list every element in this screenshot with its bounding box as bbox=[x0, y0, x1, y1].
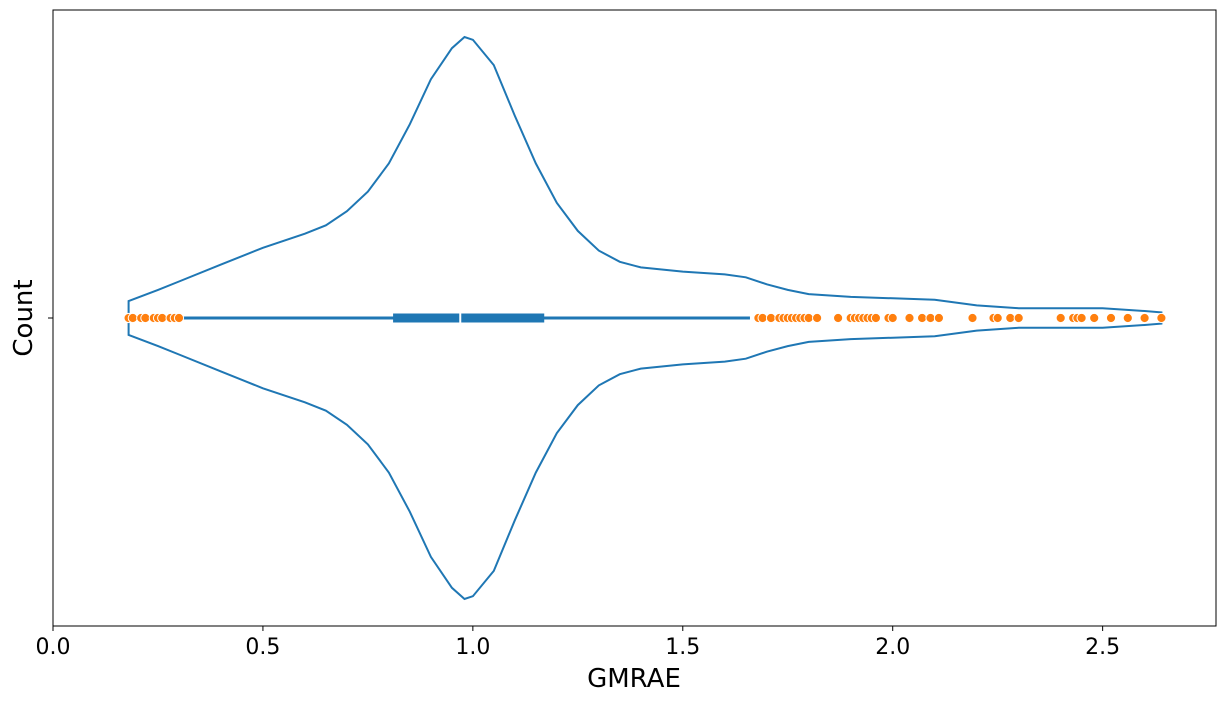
outlier-point bbox=[1055, 312, 1066, 324]
outlier-point bbox=[1076, 312, 1087, 324]
outlier-point bbox=[803, 312, 814, 324]
x-tick-label: 0.5 bbox=[245, 635, 280, 660]
outlier-points bbox=[123, 312, 1167, 324]
x-tick-label: 0.0 bbox=[36, 635, 71, 660]
outlier-point bbox=[925, 312, 936, 324]
outlier-point bbox=[833, 312, 844, 324]
outlier-point bbox=[757, 312, 768, 324]
outlier-point bbox=[140, 312, 151, 324]
outlier-point bbox=[917, 312, 928, 324]
x-tick-label: 2.0 bbox=[875, 635, 910, 660]
outlier-point bbox=[812, 312, 823, 324]
outlier-point bbox=[904, 312, 915, 324]
outlier-point bbox=[933, 312, 945, 324]
outlier-point bbox=[1139, 312, 1150, 324]
y-axis-title: Count bbox=[9, 279, 39, 356]
violin-layer bbox=[127, 35, 1163, 601]
outlier-point bbox=[127, 312, 138, 324]
violin-outline bbox=[127, 35, 1163, 601]
iqr-box bbox=[393, 313, 545, 323]
outlier-point bbox=[1089, 312, 1100, 324]
outlier-point bbox=[157, 312, 168, 324]
x-axis-title: GMRAE bbox=[587, 664, 681, 694]
outlier-point bbox=[1105, 312, 1117, 324]
x-axis-ticks: 0.0 0.5 1.0 1.5 2.0 2.5 bbox=[36, 626, 1120, 660]
outlier-point bbox=[1005, 312, 1016, 324]
outlier-point bbox=[887, 312, 898, 324]
outlier-point bbox=[870, 312, 882, 324]
outlier-point bbox=[1122, 312, 1133, 324]
outlier-point bbox=[1013, 312, 1024, 324]
outlier-point bbox=[173, 312, 185, 324]
box-layer bbox=[128, 313, 750, 323]
outlier-point bbox=[765, 312, 777, 324]
outlier-point bbox=[967, 312, 978, 324]
x-tick-label: 1.0 bbox=[455, 635, 490, 660]
x-tick-label: 2.5 bbox=[1085, 635, 1120, 660]
outlier-point bbox=[1156, 312, 1167, 324]
x-tick-label: 1.5 bbox=[665, 635, 700, 660]
outlier-point bbox=[992, 312, 1003, 324]
